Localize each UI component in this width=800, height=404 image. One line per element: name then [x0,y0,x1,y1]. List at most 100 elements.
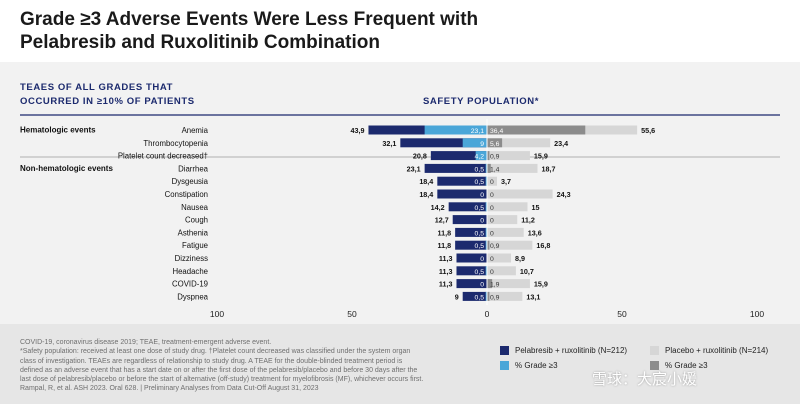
bar-placebo-all [487,291,523,301]
bar-pelabresib-grade3 [485,202,487,212]
bar-pelabresib-all [455,227,487,237]
legend-swatch [500,346,509,355]
category-label: Nausea [181,203,209,212]
value-label-pelabresib-grade3: 0,5 [475,243,485,250]
header-right: SAFETY POPULATION* [423,96,539,107]
footnote-line: Rampal, R, et al. ASH 2023. Oral 628. | … [20,385,319,393]
bar-pelabresib-all [430,151,487,161]
footer-panel [0,324,800,404]
value-label-pelabresib: 14,2 [431,203,445,212]
category-label: Dysgeusia [172,177,209,186]
value-label-pelabresib: 20,8 [413,152,427,161]
bar-pelabresib-all [456,279,487,289]
group-label: Non-hematologic events [20,164,113,173]
value-label-placebo: 15,9 [534,152,548,161]
bar-placebo-all [487,202,528,212]
value-label-placebo-grade3: 0,9 [490,243,500,250]
category-label: Dizziness [175,254,208,263]
value-label-placebo: 13,1 [526,292,540,301]
x-tick-label: 100 [750,309,764,319]
bar-placebo-all [487,215,518,225]
value-label-pelabresib-grade3: 4,2 [475,154,485,161]
value-label-placebo: 16,8 [536,241,550,250]
value-label-placebo-grade3: 1,4 [490,166,500,173]
value-label-pelabresib-grade3: 0,5 [475,166,485,173]
value-label-pelabresib-grade3: 0,5 [475,230,485,237]
value-label-pelabresib-grade3: 0 [480,282,484,289]
value-label-placebo-grade3: 0 [490,269,494,276]
bar-placebo-grade3 [487,240,490,250]
bar-placebo-grade3 [487,163,491,173]
page-title: Grade ≥3 Adverse Events Were Less Freque… [20,8,640,54]
value-label-placebo-grade3: 0,9 [490,294,500,301]
value-label-placebo: 15 [532,203,540,212]
value-label-placebo: 13,6 [528,228,542,237]
legend-swatch [650,346,659,355]
legend-swatch [650,361,659,370]
value-label-pelabresib: 11,3 [439,254,453,263]
value-label-pelabresib-grade3: 0 [480,256,484,263]
value-label-placebo: 18,7 [541,164,555,173]
footnote-line: COVID-19, coronavirus disease 2019; TEAE… [20,339,272,346]
category-label: Diarrhea [178,164,209,173]
header-left-line-1: TEAES OF ALL GRADES THAT [20,82,173,93]
bar-pelabresib-all [452,215,487,225]
value-label-placebo-grade3: 0 [490,256,494,263]
bar-placebo-grade3 [487,151,490,161]
bar-placebo-grade3 [487,279,493,289]
group-label: Hematologic events [20,126,96,135]
category-label: Asthenia [178,228,209,237]
value-label-pelabresib: 12,7 [435,216,449,225]
value-label-pelabresib: 43,9 [350,126,364,135]
bar-pelabresib-all [462,291,487,301]
legend-item-placebo-grade3: % Grade ≥3 [650,361,708,370]
bar-pelabresib-grade3 [475,151,487,161]
value-label-placebo-grade3: 0 [490,218,494,225]
bar-pelabresib-all [448,202,487,212]
value-label-placebo: 24,3 [557,190,571,199]
header-left-line-2: OCCURRED IN ≥10% OF PATIENTS [20,96,195,107]
value-label-pelabresib: 11,3 [439,280,453,289]
x-tick-label: 50 [617,309,627,319]
legend-item-placebo: Placebo + ruxolitinib (N=214) [650,346,768,355]
value-label-placebo: 15,9 [534,280,548,289]
bar-pelabresib-all [437,189,487,199]
value-label-placebo-grade3: 0 [490,230,494,237]
category-label: Constipation [165,190,208,199]
bar-placebo-all [487,151,530,161]
value-label-pelabresib: 32,1 [382,139,396,148]
legend: Pelabresib + ruxolitinib (N=212) % Grade… [500,346,800,386]
value-label-pelabresib-grade3: 0,5 [475,205,485,212]
value-label-placebo-grade3: 1,9 [490,282,500,289]
legend-swatch [500,361,509,370]
chart-background [0,62,800,324]
value-label-pelabresib-grade3: 9 [480,141,484,148]
bar-pelabresib-all [455,240,487,250]
category-label: Headache [172,267,208,276]
bar-placebo-all [487,266,516,276]
value-label-pelabresib: 11,3 [439,267,453,276]
bar-placebo-all [487,176,497,186]
bar-pelabresib-grade3 [485,176,487,186]
value-label-pelabresib-grade3: 0,5 [475,294,485,301]
category-label: COVID-19 [172,280,208,289]
bar-placebo-grade3 [487,138,503,148]
footnote-line: class of investigation. TEAEs are regard… [20,357,403,365]
legend-label: Placebo + ruxolitinib (N=214) [665,346,769,355]
category-label: Anemia [182,126,209,135]
footnote-line: last dose of pelabresib/placebo or befor… [20,376,424,384]
x-tick-label: 0 [485,309,490,319]
bar-pelabresib-all [400,138,487,148]
bar-placebo-all [487,163,538,173]
category-label: Platelet count decreased† [118,152,208,161]
value-label-pelabresib: 11,8 [438,228,452,237]
legend-label: % Grade ≥3 [515,361,558,370]
bar-placebo-all [487,227,524,237]
bar-pelabresib-all [437,176,487,186]
value-label-pelabresib: 11,8 [438,241,452,250]
value-label-pelabresib: 23,1 [407,164,421,173]
bar-pelabresib-all [424,163,487,173]
value-label-placebo: 3,7 [501,177,511,186]
value-label-placebo: 23,4 [554,139,568,148]
bar-placebo-all [487,138,551,148]
